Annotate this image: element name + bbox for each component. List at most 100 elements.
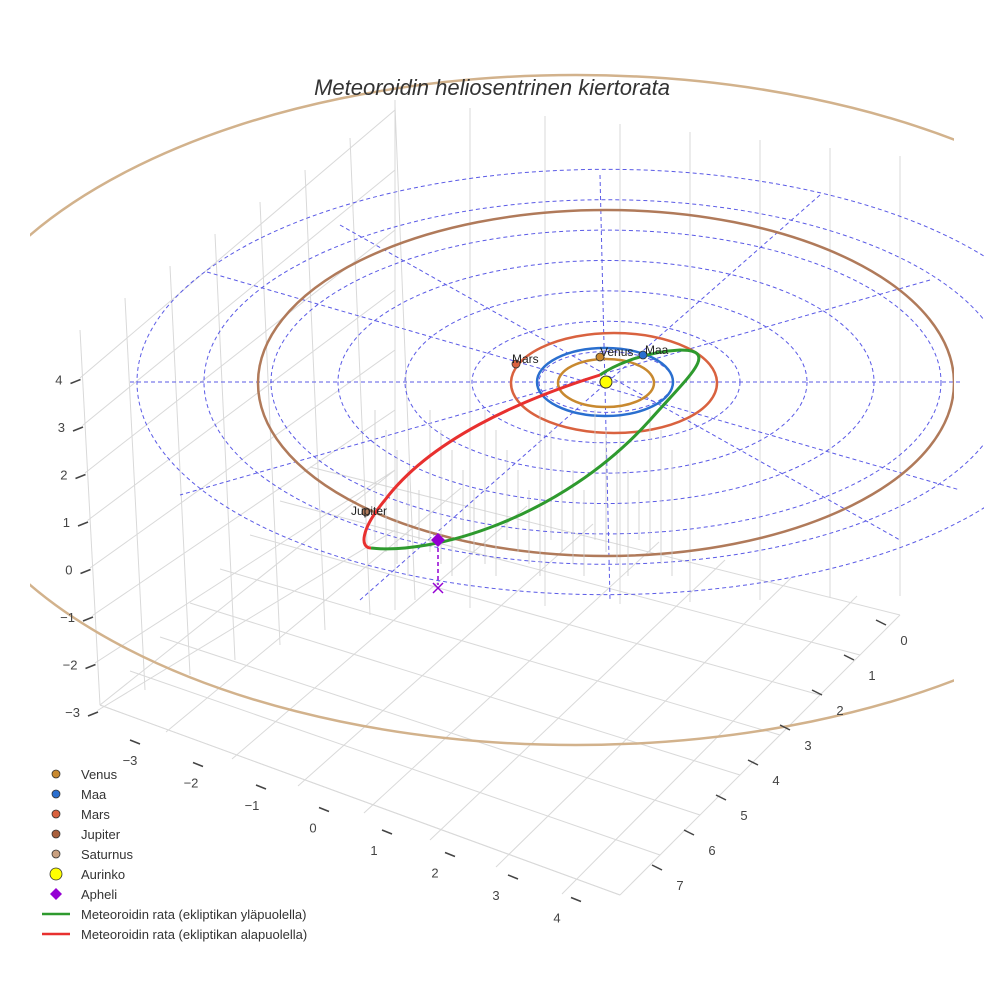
legend-label: Saturnus — [81, 847, 134, 862]
z-tick-mark — [77, 521, 89, 527]
grid-line — [99, 469, 396, 706]
reference-radial — [179, 279, 931, 496]
legend-label: Meteoroidin rata (ekliptikan alapuolella… — [81, 927, 307, 942]
y-tick-mark — [779, 724, 791, 731]
grid-line — [124, 297, 146, 691]
y-tick-mark — [843, 654, 855, 661]
meteoroid-orbit-below — [362, 373, 601, 550]
x-tick-mark — [381, 829, 393, 835]
legend-item: Saturnus — [51, 847, 134, 862]
grid-line — [99, 704, 621, 896]
planet-marker-maa — [638, 350, 648, 360]
y-tick-label: 5 — [740, 808, 747, 823]
y-tick-label: 6 — [708, 843, 715, 858]
legend-circle-swatch — [51, 849, 61, 859]
planet-marker-venus — [595, 352, 605, 362]
y-tick-mark — [875, 619, 887, 626]
grid-line — [259, 201, 281, 646]
chart-title: Meteoroidin heliosentrinen kiertorata — [314, 75, 670, 100]
orbit-jupiter — [256, 208, 954, 558]
x-tick-label: 4 — [553, 911, 560, 926]
z-tick-mark — [87, 711, 99, 717]
z-tick-label: 3 — [58, 420, 65, 435]
grid-line — [79, 329, 101, 706]
z-tick-label: −3 — [65, 705, 80, 720]
legend-label: Venus — [81, 767, 118, 782]
legend-circle-swatch — [51, 769, 61, 779]
x-tick-label: 1 — [370, 843, 377, 858]
y-tick-label: 1 — [868, 668, 875, 683]
meteoroid-orbit — [362, 348, 701, 594]
z-tick-mark — [80, 568, 91, 575]
grid-line — [279, 500, 861, 656]
x-tick-mark — [570, 896, 582, 903]
z-tick-label: −2 — [63, 658, 78, 673]
planet-label-maa: Maa — [645, 343, 669, 357]
planet-marker-jupiter — [361, 507, 371, 517]
x-tick-mark — [444, 851, 456, 858]
y-tick-mark — [651, 864, 663, 871]
axis-ticks: −3 −2 −1 0 1 2 3 4 −3 −2 −1 0 1 2 3 4 0 1 2 3 4 5 6 7 — [55, 373, 907, 926]
x-tick-label: 2 — [431, 866, 438, 881]
sun-marker — [599, 375, 613, 389]
orbit-saturnus — [30, 73, 954, 747]
x-tick-mark — [192, 761, 204, 768]
legend-item: Meteoroidin rata (ekliptikan yläpuolella… — [42, 907, 306, 922]
aphelion-projection-x — [432, 582, 444, 594]
x-tick-mark — [129, 739, 141, 745]
grid-line — [159, 636, 701, 816]
legend-item: Aurinko — [49, 867, 125, 882]
z-tick-label: 1 — [63, 515, 70, 530]
reference-radial — [339, 224, 901, 541]
grid-line — [165, 487, 462, 733]
y-tick-label: 0 — [900, 633, 907, 648]
grid-line — [394, 105, 416, 601]
bodies: Venus Maa Mars Jupiter — [351, 343, 669, 547]
grid-line — [79, 109, 396, 379]
legend: Venus Maa Mars Jupiter Saturnus Aurinko Apheli… — [42, 767, 307, 942]
grid-line — [219, 568, 781, 736]
grid-line — [495, 577, 792, 868]
y-tick-label: 4 — [772, 773, 779, 788]
planet-label-venus: Venus — [600, 345, 633, 359]
legend-label: Maa — [81, 787, 107, 802]
grid-line — [82, 169, 396, 426]
grid-line — [297, 523, 594, 787]
legend-circle-swatch — [51, 789, 61, 799]
grid-line — [94, 469, 396, 664]
legend-label: Jupiter — [81, 827, 121, 842]
legend-item: Maa — [51, 787, 107, 802]
x-tick-mark — [318, 806, 330, 813]
x-tick-label: −3 — [123, 753, 138, 768]
grid-line — [363, 541, 660, 814]
legend-item: Apheli — [50, 887, 117, 902]
x-tick-label: −2 — [184, 776, 199, 791]
z-tick-mark — [72, 426, 84, 432]
orbit-maa — [535, 346, 675, 418]
legend-item: Meteoroidin rata (ekliptikan alapuolella… — [42, 927, 307, 942]
grid-line — [619, 614, 901, 896]
z-tick-label: 4 — [55, 373, 62, 388]
x-tick-label: 3 — [492, 888, 499, 903]
y-tick-label: 7 — [676, 878, 683, 893]
planet-orbits — [30, 73, 954, 747]
legend-circle-swatch — [49, 867, 63, 881]
legend-label: Aurinko — [81, 867, 125, 882]
grid-line — [249, 534, 821, 696]
legend-circle-swatch — [51, 809, 61, 819]
legend-item: Mars — [51, 807, 110, 822]
grid-line — [89, 349, 396, 569]
y-tick-mark — [747, 759, 759, 766]
grid-line — [231, 505, 528, 760]
x-tick-mark — [507, 874, 519, 880]
y-tick-mark — [715, 794, 727, 801]
z-tick-mark — [75, 473, 86, 480]
z-tick-label: −1 — [60, 610, 75, 625]
orbit-mars — [509, 331, 719, 435]
grid-line — [214, 233, 236, 661]
legend-item: Jupiter — [51, 827, 121, 842]
z-tick-mark — [82, 616, 94, 622]
legend-label: Mars — [81, 807, 110, 822]
grid-line — [129, 670, 661, 856]
